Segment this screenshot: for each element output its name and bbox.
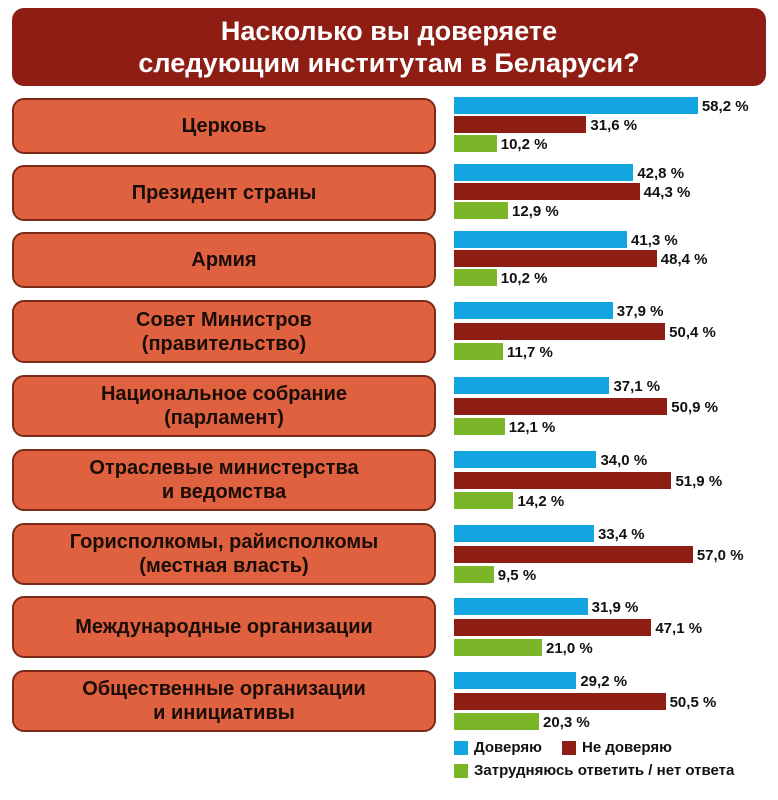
category-label: Национальное собрание (парламент): [12, 375, 436, 437]
data-label: 10,2 %: [500, 270, 548, 287]
bar: [454, 183, 640, 200]
data-label: 9,5 %: [497, 567, 537, 584]
bar: [454, 269, 497, 286]
data-label: 50,9 %: [671, 398, 718, 416]
category-label: Совет Министров (правительство): [12, 300, 436, 363]
category-label: Горисполкомы, райисполкомы (местная власт…: [12, 523, 436, 585]
category-label-line: Президент страны: [131, 182, 317, 204]
legend-swatch: [454, 740, 468, 755]
data-label: 37,1 %: [613, 378, 661, 395]
data-label: 47,1 %: [655, 619, 703, 637]
bar: [454, 116, 587, 133]
title-line-1: Насколько вы доверяете: [220, 16, 558, 46]
bar: [454, 471, 672, 489]
data-label: 14,2 %: [517, 493, 565, 510]
category-label-line: и инициативы: [153, 702, 295, 724]
category-label-line: (правительство): [141, 332, 307, 355]
legend-swatch: [562, 740, 576, 755]
category-label-line: Национальное собрание: [100, 383, 348, 405]
data-label: 31,6 %: [590, 117, 638, 134]
legend-swatch: [454, 763, 468, 778]
data-label: 41,3 %: [631, 232, 678, 249]
data-label: 12,9 %: [512, 203, 559, 220]
title-line-2: следующим институтам в Беларуси?: [138, 48, 640, 78]
data-label: 20,3 %: [543, 714, 590, 731]
legend-label: Доверяю: [474, 739, 542, 756]
bar: [454, 492, 514, 509]
data-label: 42,8 %: [637, 165, 685, 182]
category-label: Армия: [12, 232, 436, 288]
bar: [454, 202, 509, 219]
category-label-line: (местная власть): [139, 555, 309, 577]
category-label: Международные организации: [12, 596, 436, 658]
data-label: 10,2 %: [500, 136, 548, 153]
data-label: 50,4 %: [669, 323, 716, 341]
bar: [454, 566, 494, 583]
data-label: 37,9 %: [616, 303, 664, 320]
legend-label: Затрудняюсь ответить / нет ответа: [474, 762, 735, 779]
category-label-line: Международные организации: [75, 616, 373, 638]
bar: [454, 451, 597, 468]
bar: [454, 525, 594, 542]
bar: [454, 322, 666, 340]
category-label-line: и ведомства: [161, 481, 287, 503]
data-label: 11,7 %: [507, 344, 553, 361]
bar: [454, 377, 610, 394]
chart-title: Насколько вы доверяете следующим институ…: [12, 8, 766, 86]
category-label: Церковь: [12, 98, 436, 154]
bar: [454, 343, 504, 360]
category-label-line: Горисполкомы, райисполкомы: [69, 531, 379, 553]
data-label: 58,2 %: [701, 98, 749, 115]
bar: [454, 672, 577, 689]
bar: [454, 618, 652, 636]
data-label: 33,4 %: [597, 526, 645, 543]
bar: [454, 598, 588, 615]
legend-label: Не доверяю: [582, 739, 672, 756]
bar: [454, 302, 613, 319]
legend-item-undecided: Затрудняюсь ответить / нет ответа: [454, 762, 734, 779]
data-label: 50,5 %: [669, 693, 717, 711]
data-label: 34,0 %: [600, 452, 648, 469]
bar: [454, 250, 657, 267]
bar: [454, 135, 497, 152]
data-label: 12,1 %: [508, 419, 556, 436]
data-label: 51,9 %: [675, 472, 723, 490]
data-label: 48,4 %: [660, 251, 708, 268]
legend-item-trust: Доверяю: [454, 739, 542, 756]
data-label: 44,3 %: [643, 184, 691, 201]
bar: [454, 713, 540, 730]
data-label: 57,0 %: [696, 546, 744, 564]
category-label-line: Отраслевые министерства: [89, 457, 359, 479]
data-label: 31,9 %: [591, 599, 639, 616]
bar: [454, 692, 666, 710]
category-label: Общественные организации и инициативы: [12, 670, 436, 732]
bar: [454, 164, 634, 181]
category-label-line: Армия: [191, 249, 257, 271]
category-label-line: Общественные организации: [82, 678, 366, 700]
bar: [454, 97, 698, 114]
category-label-line: Церковь: [181, 115, 267, 137]
bar: [454, 639, 542, 656]
bar: [454, 397, 668, 415]
bar: [454, 418, 505, 435]
data-label: 29,2 %: [580, 673, 628, 690]
category-label-line: (парламент): [164, 407, 284, 429]
category-label-line: Совет Министров: [136, 308, 312, 331]
legend-item-distrust: Не доверяю: [562, 739, 672, 756]
bar: [454, 231, 628, 248]
category-label: Президент страны: [12, 165, 436, 221]
data-label: 21,0 %: [545, 640, 593, 657]
category-label: Отраслевые министерства и ведомства: [12, 449, 436, 511]
bar: [454, 545, 693, 563]
